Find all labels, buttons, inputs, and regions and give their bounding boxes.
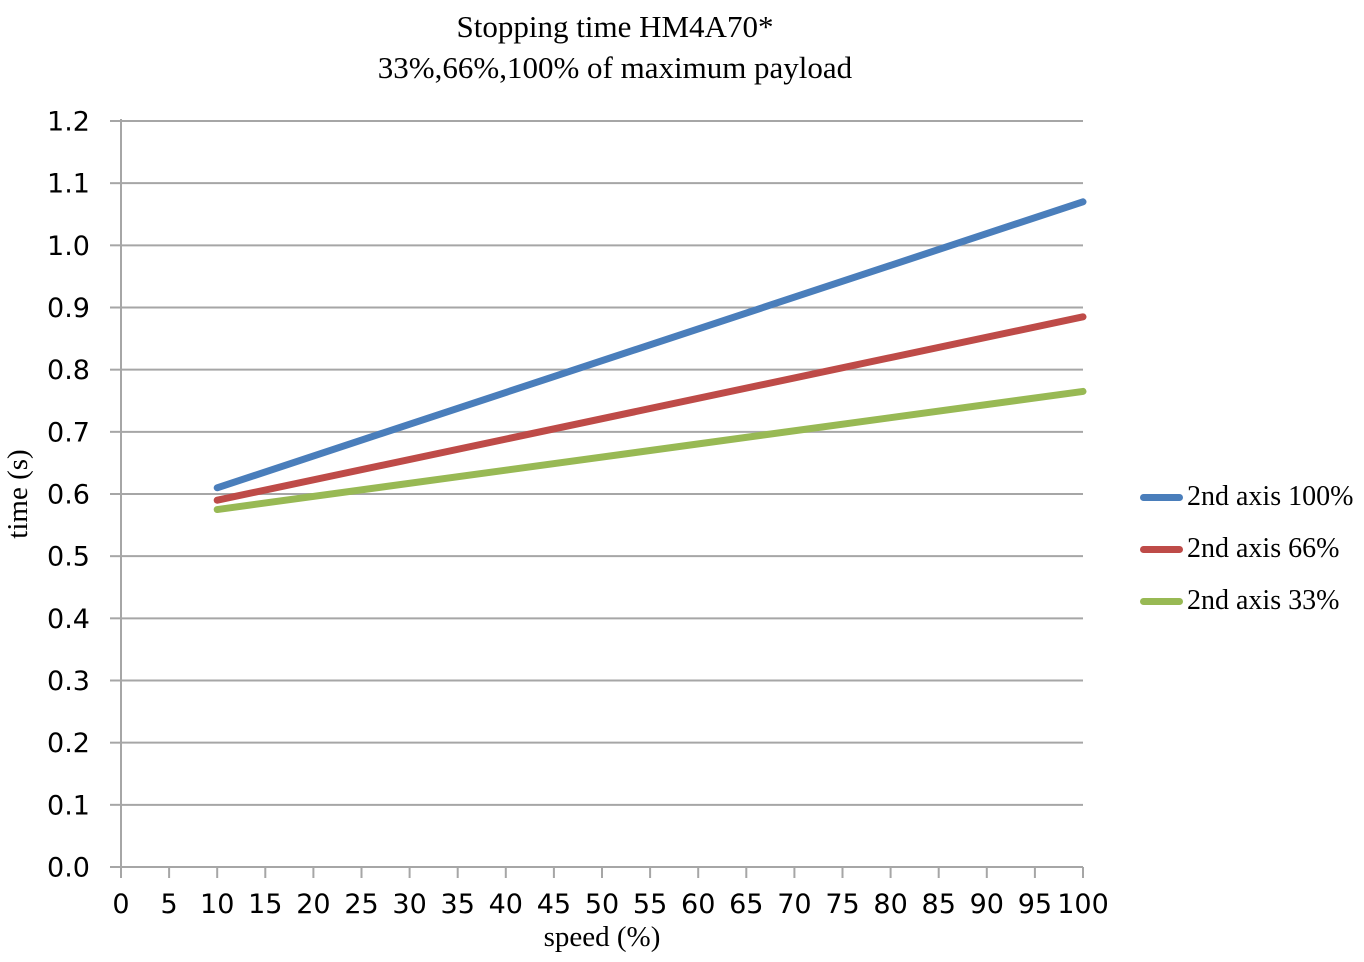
y-tick-label: 0.8 [47,355,90,386]
x-tick-label: 100 [1057,889,1109,920]
y-tick-label: 0.6 [47,480,90,511]
y-tick-label: 1.0 [47,231,90,262]
x-tick-label: 80 [873,889,907,920]
x-axis-title: speed (%) [543,921,661,953]
y-tick-label: 0.2 [47,728,90,759]
x-tick-label: 10 [200,889,234,920]
y-tick-label: 1.2 [47,107,90,138]
x-tick-label: 70 [777,889,811,920]
x-tick-label: 35 [441,889,475,920]
y-tick-label: 0.1 [47,790,90,821]
x-tick-label: 5 [161,889,178,920]
x-tick-label: 40 [489,889,523,920]
y-tick-label: 0.3 [47,666,90,697]
y-tick-label: 0.0 [47,853,90,884]
series-line [213,198,1087,492]
x-tick-label: 65 [729,889,763,920]
legend-line-swatch [1140,493,1183,501]
legend-item: 2nd axis 100% [1140,481,1353,513]
x-tick-label: 55 [633,889,667,920]
series-line [213,387,1087,514]
x-tick-label: 30 [392,889,426,920]
chart-subtitle: 33%,66%,100% of maximum payload [377,50,853,85]
y-tick-label: 0.9 [47,293,90,324]
legend: 2nd axis 100% 2nd axis 66% 2nd axis 33% [1140,481,1353,617]
legend-label: 2nd axis 33% [1187,585,1340,616]
x-tick-label: 25 [344,889,378,920]
y-axis-title: time (s) [2,449,34,539]
y-tick-label: 0.7 [47,417,90,448]
chart-title: Stopping time HM4A70* [456,9,774,44]
y-tick-label: 0.4 [47,604,90,635]
legend-item: 2nd axis 33% [1140,585,1353,617]
legend-item: 2nd axis 66% [1140,533,1353,565]
x-tick-label: 20 [296,889,330,920]
series-line [213,313,1087,504]
legend-label: 2nd axis 66% [1187,533,1340,564]
chart-title-block: Stopping time HM4A70* 33%,66%,100% of ma… [0,6,1230,88]
x-tick-label: 0 [112,889,129,920]
legend-line-swatch [1140,597,1183,605]
x-tick-label: 95 [1018,889,1052,920]
x-tick-label: 45 [537,889,571,920]
x-tick-label: 90 [970,889,1004,920]
x-tick-label: 75 [825,889,859,920]
y-tick-label: 1.1 [47,169,90,200]
x-tick-label: 60 [681,889,715,920]
x-tick-label: 85 [922,889,956,920]
legend-line-swatch [1140,545,1183,553]
y-tick-label: 0.5 [47,542,90,573]
legend-label: 2nd axis 100% [1187,481,1354,512]
x-tick-label: 15 [248,889,282,920]
x-tick-label: 50 [585,889,619,920]
